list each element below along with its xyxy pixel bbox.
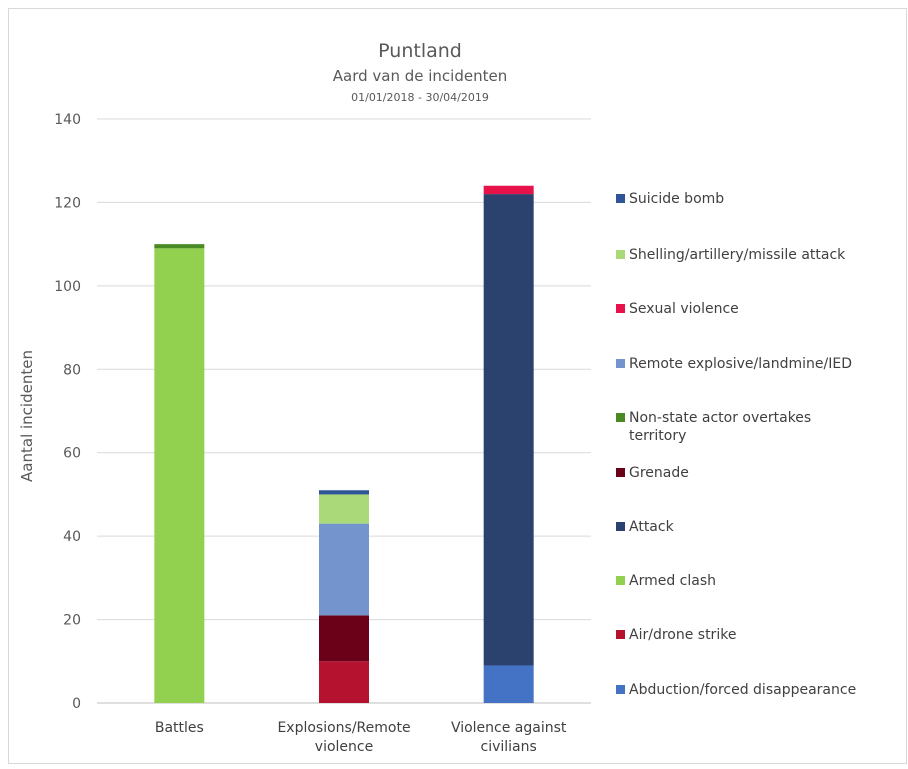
bar-segment [319,494,369,524]
legend-swatch [616,522,625,531]
y-tick-label: 0 [72,696,81,712]
x-tick-label: Explosions/Remote [277,720,410,736]
legend-label: Abduction/forced disappearance [629,682,856,698]
y-tick-label: 80 [63,362,81,378]
legend: Suicide bomb Shelling/artillery/missile a… [616,191,856,698]
x-tick-label: Battles [155,720,204,736]
bar-segment [154,248,205,704]
legend-label: Grenade [629,465,689,481]
bar-segment [319,523,369,616]
chart-date-range: 01/01/2018 - 30/04/2019 [351,91,489,104]
legend-label: Shelling/artillery/missile attack [629,247,846,263]
legend-swatch [616,468,625,477]
x-tick-label: violence [315,739,373,755]
legend-label: Sexual violence [629,301,739,317]
x-axis-labels: Battles Explosions/Remote violence Violence… [155,720,567,755]
legend-label: Armed clash [629,573,716,589]
legend-swatch [616,250,625,259]
y-tick-label: 120 [54,195,81,211]
legend-label: Attack [629,519,675,535]
bar-segment [483,194,534,666]
y-tick-label: 60 [63,446,81,462]
bars [154,185,534,704]
legend-swatch [616,685,625,694]
legend-swatch [616,359,625,368]
x-tick-label: civilians [481,739,537,755]
chart-title: Puntland [378,40,462,62]
bar-segment [319,615,369,662]
y-tick-label: 100 [54,279,81,295]
legend-swatch [616,630,625,639]
legend-label: territory [629,428,686,444]
bar-segment [319,490,369,495]
legend-swatch [616,413,625,422]
legend-swatch [616,304,625,313]
chart-frame: Puntland Aard van de incidenten 01/01/20… [8,8,907,764]
x-tick-label: Violence against [451,720,567,736]
y-axis-label: Aantal incidenten [18,350,36,482]
y-tick-label: 40 [63,529,81,545]
bar-segment [483,185,534,195]
bar-segment [154,244,205,249]
y-tick-label: 20 [63,613,81,629]
legend-label: Suicide bomb [629,191,724,207]
bar-segment [483,665,534,703]
bar-segment [319,661,369,703]
stacked-bar-chart: Puntland Aard van de incidenten 01/01/20… [18,40,856,755]
legend-swatch [616,194,625,203]
legend-label: Remote explosive/landmine/IED [629,356,852,372]
legend-swatch [616,576,625,585]
chart-subtitle: Aard van de incidenten [333,67,507,85]
y-axis-ticks: 0 20 40 60 80 100 120 140 [54,112,81,712]
y-tick-label: 140 [54,112,81,128]
legend-label: Air/drone strike [629,627,736,643]
legend-label: Non-state actor overtakes [629,410,811,426]
